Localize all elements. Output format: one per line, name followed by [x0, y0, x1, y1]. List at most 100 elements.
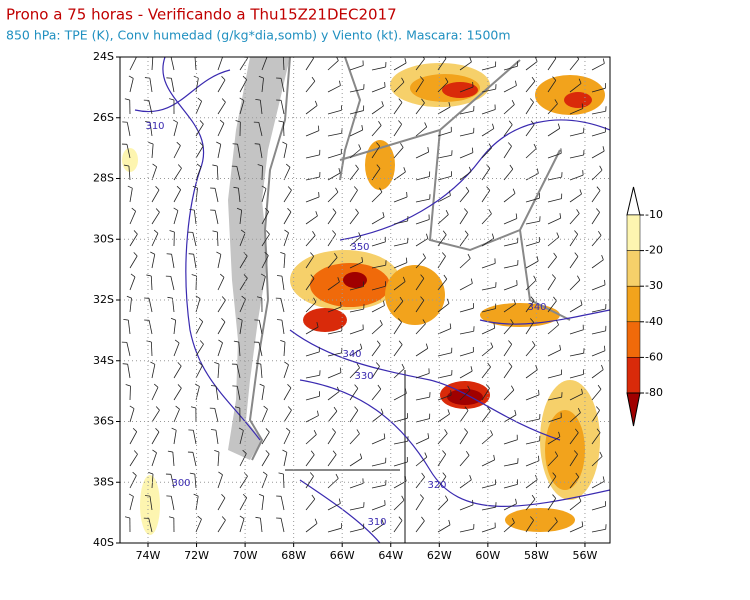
barb — [283, 144, 288, 159]
barb — [126, 295, 132, 299]
barb — [481, 147, 492, 159]
barb — [401, 77, 405, 83]
barb — [404, 388, 407, 394]
barb — [169, 230, 175, 233]
barb — [239, 100, 245, 115]
barb — [173, 430, 177, 445]
contour-label: 340 — [527, 302, 546, 313]
barb — [173, 119, 178, 123]
barb — [283, 189, 292, 203]
barb — [333, 406, 338, 412]
barb — [317, 125, 320, 131]
barb — [221, 516, 226, 521]
barb — [255, 516, 261, 519]
contour — [289, 329, 561, 441]
barb — [129, 233, 138, 247]
barb — [481, 506, 496, 511]
barb — [569, 304, 583, 313]
barb — [393, 242, 408, 247]
barb — [551, 274, 556, 279]
barb — [127, 320, 131, 335]
barb — [579, 189, 582, 195]
barb — [381, 519, 384, 525]
barb — [422, 253, 426, 259]
barb — [459, 307, 474, 313]
barb — [591, 388, 602, 401]
barb — [459, 528, 474, 533]
barb — [214, 408, 219, 423]
barb — [349, 433, 360, 445]
barb — [530, 296, 535, 301]
barb — [547, 498, 557, 511]
barb — [459, 283, 473, 291]
barb — [481, 109, 496, 115]
barb — [491, 233, 495, 239]
barb — [327, 352, 342, 357]
barb — [371, 344, 381, 357]
barb — [597, 384, 602, 390]
barb — [264, 207, 270, 213]
barb — [349, 148, 361, 159]
barb — [525, 498, 536, 511]
barb — [481, 88, 496, 93]
barb — [511, 385, 515, 391]
barb — [199, 142, 204, 147]
barb — [309, 472, 314, 477]
barb — [195, 321, 204, 335]
barb — [236, 166, 241, 181]
barb — [488, 209, 492, 214]
barb — [349, 65, 364, 71]
barb — [415, 437, 429, 445]
barb — [503, 146, 512, 159]
barb — [349, 388, 359, 401]
barb — [238, 188, 241, 203]
barb — [316, 322, 319, 328]
barb — [467, 385, 471, 391]
barb — [371, 462, 386, 467]
barb — [415, 151, 429, 159]
barb — [327, 391, 340, 401]
barb — [146, 340, 152, 343]
barb — [547, 153, 562, 159]
barb — [194, 474, 197, 489]
barb — [569, 154, 584, 159]
barb — [525, 102, 534, 115]
barb — [173, 210, 179, 225]
barb — [405, 257, 408, 263]
barb — [437, 195, 451, 203]
barb — [525, 241, 540, 247]
barb — [305, 58, 314, 71]
barb — [327, 234, 337, 247]
barb — [393, 281, 406, 291]
barb — [193, 210, 197, 225]
barb — [122, 363, 128, 365]
barb — [358, 232, 362, 238]
barb — [508, 340, 513, 345]
barb — [132, 427, 138, 433]
barb — [214, 210, 219, 225]
barb — [371, 216, 385, 225]
colorbar-box — [626, 214, 641, 251]
barb — [196, 163, 202, 168]
barb — [393, 171, 406, 181]
barb — [131, 207, 136, 212]
barb — [503, 193, 516, 203]
barb — [327, 432, 336, 445]
barb — [349, 329, 364, 335]
barb — [591, 259, 604, 269]
barb — [173, 168, 182, 181]
barb — [449, 190, 451, 196]
barb — [503, 522, 515, 533]
barb — [146, 274, 152, 277]
barb — [481, 434, 493, 445]
barb — [468, 166, 472, 172]
barb — [591, 480, 605, 489]
barb — [371, 66, 386, 71]
barb — [591, 432, 601, 445]
barb — [437, 81, 449, 93]
barb — [124, 516, 130, 519]
barb — [514, 409, 517, 415]
barb — [401, 495, 405, 501]
colorbar-label: -40 — [645, 315, 663, 328]
barb — [151, 254, 156, 269]
